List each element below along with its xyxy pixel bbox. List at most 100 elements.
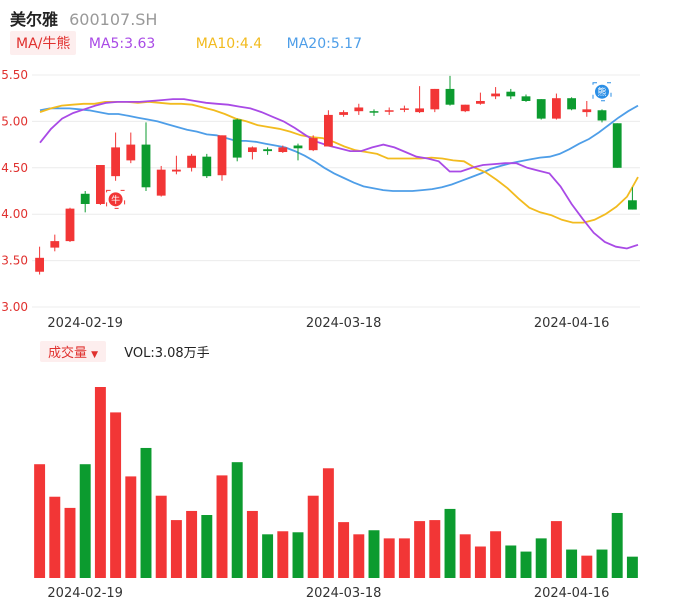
candle	[597, 109, 607, 123]
volume-x-axis: 2024-02-19 2024-03-18 2024-04-16	[47, 586, 609, 601]
candle	[415, 86, 425, 114]
candle	[506, 88, 516, 100]
volume-bar	[277, 531, 289, 578]
candle	[399, 105, 409, 113]
signal-marker[interactable]: 牛	[106, 189, 126, 209]
signal-marker[interactable]: 熊	[592, 82, 612, 102]
candle	[171, 155, 181, 175]
volume-bar	[520, 551, 532, 578]
candle	[521, 94, 531, 102]
ma5-legend: MA5:3.63	[88, 36, 156, 52]
volume-bar	[550, 521, 562, 578]
volume-bar	[596, 549, 608, 578]
volume-bar	[353, 534, 365, 578]
stock-code: 600107.SH	[69, 10, 158, 29]
y-tick-label: 3.50	[1, 254, 28, 268]
volume-bar	[611, 512, 623, 578]
volume-bar	[444, 508, 456, 578]
candle	[278, 145, 288, 153]
ma-legend: MA/牛熊 MA5:3.63 MA10:4.4 MA20:5.17	[10, 31, 362, 55]
y-tick-label: 3.00	[1, 300, 28, 314]
candle	[323, 110, 333, 147]
candle	[475, 92, 485, 105]
marker-label: 熊	[597, 86, 606, 98]
volume-bar	[216, 475, 228, 578]
volume-bar	[246, 510, 258, 578]
y-tick-label: 4.00	[1, 207, 28, 221]
marker-frame	[106, 189, 126, 209]
volume-bar	[322, 468, 334, 578]
candle	[582, 100, 592, 117]
x-tick-label: 2024-02-19	[47, 586, 123, 601]
volume-bar	[581, 555, 593, 578]
volume-indicator-selector[interactable]: 成交量 ▼	[40, 341, 107, 362]
x-tick-label: 2024-04-16	[534, 316, 610, 331]
candle	[35, 246, 45, 275]
candle	[430, 88, 440, 113]
volume-bar	[94, 387, 106, 578]
candle	[202, 153, 212, 179]
volume-bar	[170, 520, 182, 578]
volume-bar	[338, 522, 350, 578]
ma10-legend: MA10:4.4	[195, 36, 263, 52]
volume-bar	[155, 495, 167, 578]
ma20-legend: MA20:5.17	[286, 36, 362, 52]
volume-bar	[186, 510, 198, 578]
volume-bar	[414, 521, 426, 578]
volume-bar	[383, 538, 395, 578]
price-y-axis: 5.50 5.00 4.50 4.00 3.50 3.00	[1, 68, 28, 314]
volume-bar	[125, 476, 137, 578]
ma10-line	[39, 100, 639, 224]
candle	[460, 104, 470, 113]
candle	[536, 99, 546, 120]
marker-dot	[108, 192, 123, 207]
volume-bar	[307, 495, 319, 578]
candle	[339, 110, 349, 117]
candle	[156, 165, 166, 197]
candle	[551, 93, 561, 120]
ma5-line	[39, 98, 639, 250]
candle	[491, 87, 501, 100]
x-tick-label: 2024-02-19	[47, 316, 123, 331]
signal-markers: 牛熊	[106, 82, 612, 209]
x-tick-label: 2024-04-16	[534, 586, 610, 601]
volume-bar	[429, 520, 441, 578]
candle	[369, 109, 379, 116]
x-tick-label: 2024-03-18	[306, 586, 382, 601]
volume-bar	[490, 531, 502, 578]
volume-bar	[505, 545, 517, 578]
candle	[445, 75, 455, 106]
volume-bar	[140, 447, 152, 578]
volume-legend: 成交量 ▼ VOL:3.08万手	[40, 341, 210, 362]
candle	[126, 132, 136, 164]
ma-lines	[39, 98, 639, 250]
candles	[35, 75, 637, 275]
candle	[50, 234, 60, 252]
volume-bar	[292, 532, 304, 578]
y-tick-label: 5.00	[1, 114, 28, 128]
candle	[384, 107, 394, 115]
volume-bar	[49, 496, 61, 578]
volume-label: 成交量	[48, 346, 88, 361]
volume-bar	[459, 534, 471, 578]
ma-indicator-selector[interactable]: MA/牛熊	[10, 31, 77, 55]
candle	[247, 146, 257, 160]
candle	[141, 122, 151, 191]
volume-bar	[262, 534, 274, 578]
marker-frame	[592, 82, 612, 102]
y-tick-label: 4.50	[1, 161, 28, 175]
candle	[627, 187, 637, 210]
stock-name: 美尔雅	[10, 10, 59, 29]
candle	[354, 103, 364, 115]
price-grid	[32, 74, 640, 308]
volume-bar	[398, 538, 410, 578]
candle	[293, 143, 303, 161]
marker-label: 牛	[111, 194, 120, 206]
candle	[65, 207, 75, 243]
chevron-down-icon: ▼	[91, 350, 99, 360]
candle	[111, 132, 121, 181]
candle	[95, 165, 105, 205]
candle	[232, 118, 242, 162]
volume-bar	[64, 507, 76, 578]
